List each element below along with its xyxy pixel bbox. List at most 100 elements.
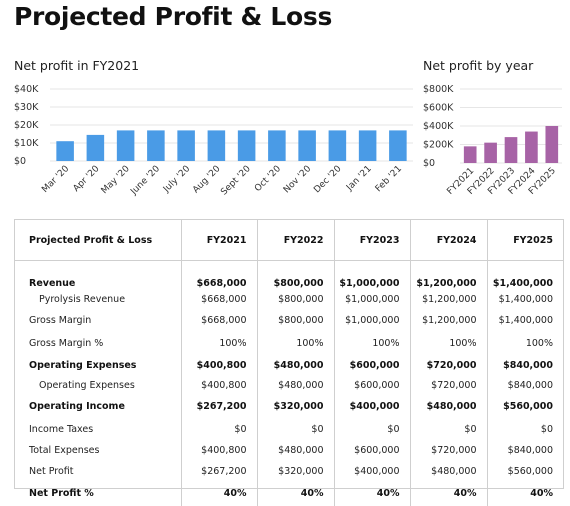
table-cell: $800,000 (257, 307, 335, 333)
bar (525, 131, 538, 163)
table-cell: $480,000 (257, 353, 335, 378)
row-label: Operating Expenses (15, 353, 182, 378)
table-cell: $400,000 (334, 393, 411, 419)
x-tick-label: Mar '20 (40, 164, 71, 195)
table-row: Net Profit $267,200 $320,000 $400,000 $480,0… (15, 461, 563, 482)
row-label: Gross Margin % (15, 332, 182, 354)
table-cell: $400,800 (181, 353, 258, 378)
table-cell: $480,000 (257, 377, 335, 394)
table-cell: $668,000 (181, 290, 258, 308)
table-cell: 100% (525, 337, 553, 349)
table-row: Pyrolysis Revenue $668,000 $800,000 $1,000,… (15, 290, 563, 308)
table-cell: $600,000 (334, 353, 411, 378)
table-cell: $267,200 (181, 461, 258, 482)
row-label: Income Taxes (15, 418, 182, 440)
column-header: FY2021 (181, 220, 258, 261)
x-tick-label: May '20 (100, 164, 132, 196)
table-cell: 40% (181, 481, 258, 506)
row-label: Total Expenses (15, 439, 182, 462)
table-cell: $600,000 (334, 377, 411, 394)
table-cell: $400,000 (334, 461, 411, 482)
table-cell: $1,200,000 (410, 307, 488, 333)
table-cell: $840,000 (503, 360, 553, 371)
table-cell: $0 (181, 418, 258, 440)
profit-loss-table: Projected Profit & Loss FY2021 FY2022 FY… (15, 220, 563, 506)
bar (177, 130, 195, 161)
x-tick-label: July '20 (161, 164, 192, 195)
bar (328, 130, 347, 161)
table-cell: $480,000 (257, 439, 335, 462)
bar (545, 126, 559, 163)
table-cell: $0 (540, 423, 553, 435)
x-tick-label: June '20 (128, 164, 162, 198)
y-tick-label: $0 (14, 156, 26, 167)
x-tick-label: Feb '21 (374, 164, 404, 194)
table-row: Operating Income $267,200 $320,000 $400,000… (15, 393, 563, 419)
column-header: FY2023 (334, 220, 411, 261)
table-cell: $400,800 (181, 439, 258, 462)
table-cell: $668,000 (181, 260, 258, 291)
yearly-chart-title: Net profit by year (423, 58, 534, 73)
page-title: Projected Profit & Loss (14, 2, 333, 31)
x-tick-label: Aug '20 (191, 164, 223, 196)
x-tick-label: Dec '20 (312, 164, 343, 195)
bar (358, 130, 377, 161)
table-row: Revenue $668,000 $800,000 $1,000,000 $1,200,… (15, 260, 563, 291)
bar (237, 130, 256, 161)
table-row: Gross Margin % 100% 100% 100% 100% 100% (15, 332, 563, 354)
x-tick-label: Sept '20 (219, 164, 253, 198)
table-cell: $800,000 (257, 260, 335, 291)
table-cell: $560,000 (507, 466, 553, 477)
bar (484, 142, 497, 163)
table-cell: $0 (257, 418, 335, 440)
table-cell: $1,200,000 (410, 260, 488, 291)
table-body: Revenue $668,000 $800,000 $1,000,000 $1,200,… (15, 260, 563, 506)
table-row: Income Taxes $0 $0 $0 $0 $0 (15, 418, 563, 440)
table-cell: $1,000,000 (334, 307, 411, 333)
table-row: Net Profit % 40% 40% 40% 40% 40% (15, 481, 563, 506)
table-cell: $720,000 (410, 377, 488, 394)
y-tick-label: $600K (423, 103, 454, 114)
monthly-chart-title: Net profit in FY2021 (14, 58, 140, 73)
bar (504, 137, 518, 163)
table-cell: 100% (334, 332, 411, 354)
table-cell: 100% (181, 332, 258, 354)
bar (298, 130, 316, 161)
table-cell: 40% (334, 481, 411, 506)
y-tick-label: $200K (423, 140, 454, 151)
table-cell: $267,200 (181, 393, 258, 419)
x-tick-label: Jan '21 (344, 164, 373, 193)
bar (116, 130, 135, 161)
table-cell: $480,000 (410, 393, 488, 419)
table-cell: $1,400,000 (498, 314, 553, 326)
table-cell: $840,000 (507, 380, 553, 391)
column-header: FY2024 (410, 220, 488, 261)
table-row: Gross Margin $668,000 $800,000 $1,000,000 $1… (15, 307, 563, 333)
table-cell: $320,000 (257, 461, 335, 482)
row-label: Net Profit % (15, 481, 182, 506)
table-cell: $320,000 (257, 393, 335, 419)
table-row: Total Expenses $400,800 $480,000 $600,000 $7… (15, 439, 563, 462)
table-cell: 40% (530, 488, 553, 499)
table-cell: $1,000,000 (334, 290, 411, 308)
table-cell: $1,400,000 (498, 293, 553, 305)
table-row: Operating Expenses $400,800 $480,000 $600,0… (15, 353, 563, 378)
table-cell: $400,800 (181, 377, 258, 394)
row-label: Pyrolysis Revenue (15, 290, 182, 308)
bar (56, 141, 74, 161)
table-cell: $600,000 (334, 439, 411, 462)
x-tick-label: Apr '20 (72, 164, 102, 194)
y-tick-label: $0 (423, 158, 435, 169)
row-label: Gross Margin (15, 307, 182, 333)
row-label: Net Profit (15, 461, 182, 482)
x-tick-label: Nov '20 (282, 164, 314, 196)
table-cell: $560,000 (503, 400, 553, 412)
table-cell: 100% (410, 332, 488, 354)
column-header: FY2022 (257, 220, 335, 261)
table-cell: 100% (257, 332, 335, 354)
bar (86, 134, 105, 161)
bar (463, 146, 477, 163)
table-cell: $1,000,000 (334, 260, 411, 291)
table-cell: $1,200,000 (410, 290, 488, 308)
column-header: Projected Profit & Loss (15, 220, 182, 261)
